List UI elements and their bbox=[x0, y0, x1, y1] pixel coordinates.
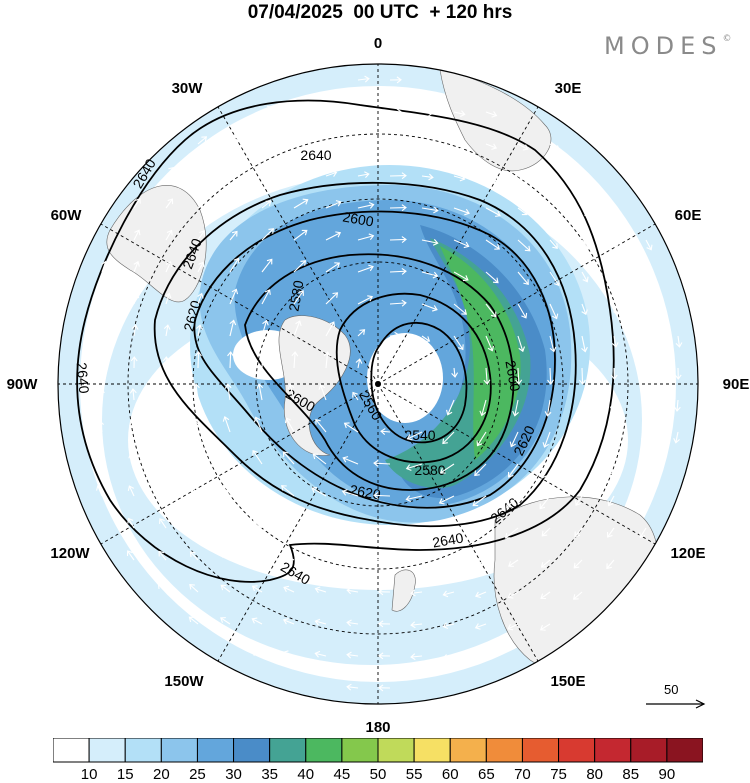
colorbar-swatch bbox=[270, 738, 306, 762]
colorbar-swatch bbox=[89, 738, 125, 762]
low-center-dot bbox=[375, 381, 381, 387]
colorbar-swatch bbox=[125, 738, 161, 762]
colorbar-tick-label: 15 bbox=[117, 766, 134, 783]
colorbar-tick-label: 20 bbox=[153, 766, 170, 783]
colorbar-swatch bbox=[559, 738, 595, 762]
colorbar-swatch bbox=[342, 738, 378, 762]
colorbar bbox=[53, 738, 703, 764]
colorbar-tick-label: 65 bbox=[478, 766, 495, 783]
colorbar-swatch bbox=[306, 738, 342, 762]
colorbar-swatch bbox=[378, 738, 414, 762]
colorbar-tick-label: 50 bbox=[370, 766, 387, 783]
colorbar-swatch bbox=[595, 738, 631, 762]
wind-vector bbox=[198, 352, 199, 368]
wind-vector bbox=[230, 352, 231, 368]
longitude-label: 90E bbox=[723, 376, 750, 393]
wind-vector bbox=[582, 368, 583, 384]
colorbar-tick-label: 40 bbox=[297, 766, 314, 783]
colorbar-tick-label: 45 bbox=[334, 766, 351, 783]
colorbar-swatch bbox=[667, 738, 703, 762]
colorbar-tick-label: 60 bbox=[442, 766, 459, 783]
wind-vector bbox=[550, 368, 551, 384]
colorbar-tick-label: 25 bbox=[189, 766, 206, 783]
longitude-label: 60W bbox=[51, 207, 83, 224]
colorbar-swatch bbox=[53, 738, 89, 762]
colorbar-tick-label: 10 bbox=[81, 766, 98, 783]
wind-vector bbox=[390, 271, 406, 272]
reference-vector bbox=[644, 682, 708, 712]
colorbar-tick-label: 55 bbox=[406, 766, 423, 783]
colorbar-tick-label: 90 bbox=[659, 766, 676, 783]
colorbar-tick-label: 85 bbox=[622, 766, 639, 783]
colorbar-tick-label: 70 bbox=[514, 766, 531, 783]
longitude-label: 30W bbox=[172, 80, 204, 97]
longitude-label: 120W bbox=[50, 545, 90, 562]
contour-label: 2640 bbox=[300, 147, 331, 163]
polar-map: 2640264026402640264026402640262026202620… bbox=[0, 0, 750, 735]
longitude-label: 90W bbox=[7, 376, 39, 393]
longitude-label: 0 bbox=[374, 35, 382, 52]
wind-vector bbox=[374, 495, 390, 496]
longitude-label: 120E bbox=[670, 545, 705, 562]
longitude-label: 150E bbox=[550, 673, 585, 690]
colorbar-tick-label: 75 bbox=[550, 766, 567, 783]
colorbar-tick-label: 35 bbox=[261, 766, 278, 783]
colorbar-tick-label: 80 bbox=[586, 766, 603, 783]
wind-vector bbox=[390, 239, 406, 240]
longitude-label: 180 bbox=[365, 719, 390, 735]
colorbar-swatch bbox=[486, 738, 522, 762]
australia bbox=[494, 497, 658, 671]
colorbar-swatch bbox=[450, 738, 486, 762]
colorbar-swatch bbox=[161, 738, 197, 762]
colorbar-swatch bbox=[234, 738, 270, 762]
longitude-label: 150W bbox=[164, 673, 204, 690]
longitude-label: 30E bbox=[555, 80, 582, 97]
colorbar-swatch bbox=[522, 738, 558, 762]
colorbar-swatch bbox=[631, 738, 667, 762]
colorbar-tick-label: 30 bbox=[225, 766, 242, 783]
wind-vector bbox=[374, 527, 390, 528]
contour-label: 2640 bbox=[74, 362, 93, 395]
longitude-label: 60E bbox=[675, 207, 702, 224]
colorbar-swatch bbox=[414, 738, 450, 762]
colorbar-swatch bbox=[197, 738, 233, 762]
